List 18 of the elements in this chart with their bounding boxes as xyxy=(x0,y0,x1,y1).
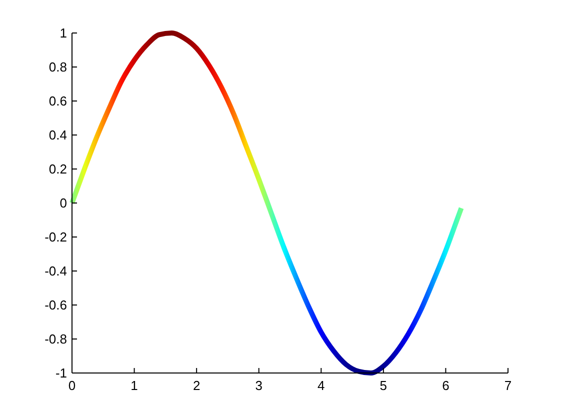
x-tick-label: 7 xyxy=(504,378,512,393)
y-tick-label: -1 xyxy=(55,366,67,381)
y-tick-label: -0.4 xyxy=(44,264,67,279)
y-tick-label: 0 xyxy=(60,196,67,211)
x-tick-label: 2 xyxy=(192,378,200,393)
y-tick-label: 1 xyxy=(60,26,67,41)
y-tick-label: 0.2 xyxy=(48,162,67,177)
y-tick-label: -0.6 xyxy=(44,298,67,313)
y-tick-label: 0.8 xyxy=(48,60,67,75)
y-tick-label: -0.2 xyxy=(44,230,67,245)
y-tick-label: 0.4 xyxy=(48,128,67,143)
x-tick-label: 4 xyxy=(318,378,325,393)
y-tick-label: 0.6 xyxy=(48,94,67,109)
x-tick-label: 3 xyxy=(255,378,262,393)
x-tick-label: 6 xyxy=(442,378,450,393)
x-tick-label: 1 xyxy=(130,378,138,393)
x-tick-label: 5 xyxy=(380,378,388,393)
y-tick-label: -0.8 xyxy=(44,332,67,347)
